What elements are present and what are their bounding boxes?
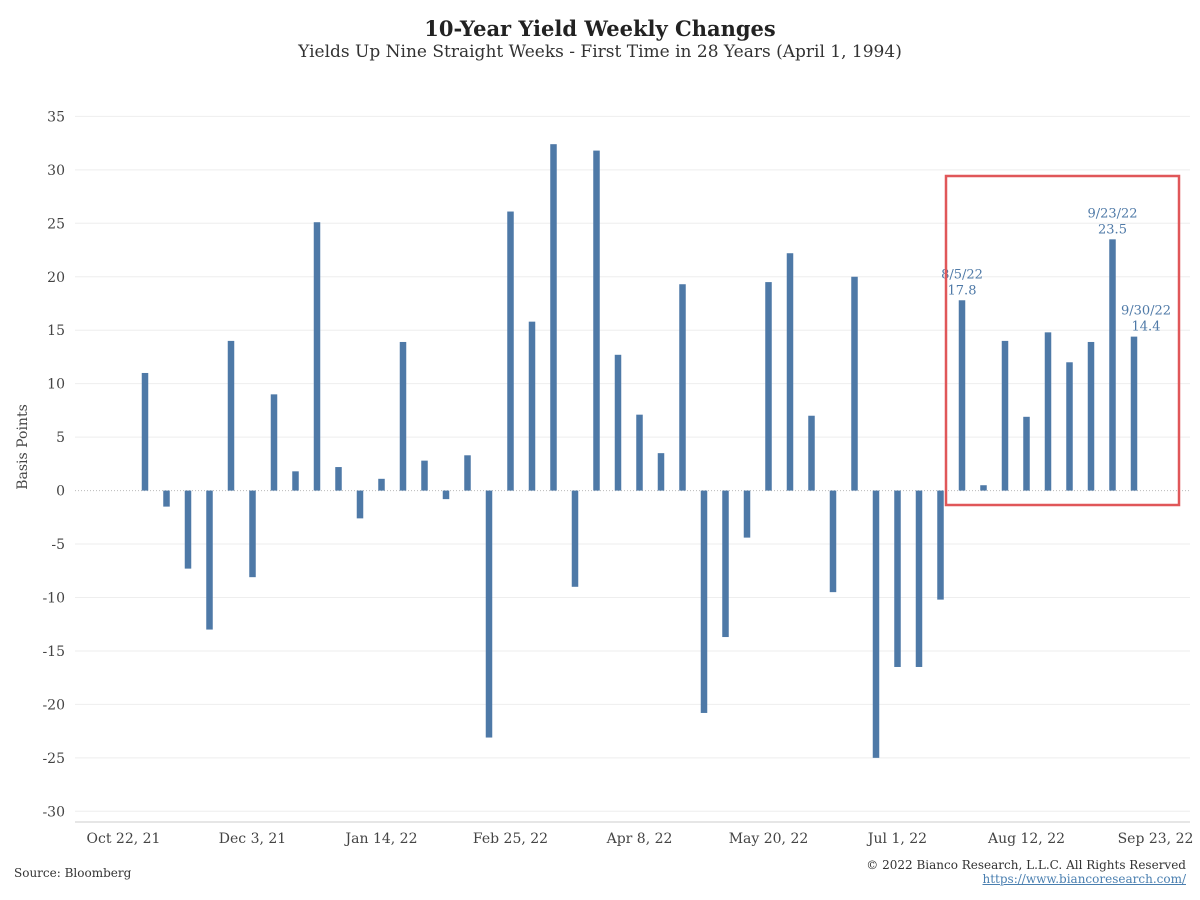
bar: [980, 485, 987, 491]
y-axis-label: Basis Points: [15, 404, 31, 490]
bar: [593, 150, 600, 491]
x-axis: Oct 22, 21 Dec 3, 21 Jan 14, 22 Feb 25, 22 A…: [75, 821, 1194, 847]
bar: [227, 340, 235, 491]
bar: [335, 467, 342, 491]
bar: [442, 490, 450, 500]
bar: [141, 372, 149, 491]
annotation-value: 17.8: [948, 283, 977, 298]
highlight-box: [944, 174, 1181, 507]
bar: [657, 453, 665, 491]
bar: [722, 490, 729, 638]
bar: [378, 478, 385, 491]
annotation-date: 9/23/22: [1087, 206, 1137, 221]
annotation-value: 23.5: [1098, 222, 1127, 237]
bar: [679, 284, 686, 491]
bar: [1044, 332, 1052, 491]
bar: [399, 341, 407, 491]
y-tick-label: 25: [47, 216, 65, 232]
source-note: Source: Bloomberg: [14, 866, 132, 880]
bar: [958, 300, 966, 491]
bar: [485, 490, 493, 738]
bar: [1109, 239, 1116, 491]
bar: [313, 222, 321, 491]
bar: [743, 490, 751, 538]
y-tick-label: 15: [47, 323, 65, 339]
bar: [636, 414, 643, 491]
bar: [184, 490, 192, 569]
bar: [937, 490, 944, 600]
bar: [292, 471, 299, 491]
bar: [528, 321, 536, 491]
x-tick-label: Oct 22, 21: [87, 831, 161, 847]
annotation-date: 8/5/22: [941, 267, 983, 282]
y-tick-label: -5: [51, 537, 65, 553]
bar: [1066, 362, 1073, 491]
bar: [872, 490, 880, 758]
y-tick-label: -15: [42, 644, 65, 660]
bar: [270, 394, 278, 491]
gridlines: [75, 115, 1190, 812]
x-tick-label: Jan 14, 22: [344, 831, 418, 847]
bar: [1023, 416, 1030, 491]
bar: [851, 276, 858, 491]
bar: [808, 415, 815, 491]
y-tick-label: 35: [47, 109, 65, 125]
bar: [894, 490, 901, 667]
y-tick-label: -30: [42, 804, 65, 820]
annotation-date: 9/30/22: [1121, 304, 1171, 319]
chart-title: 10-Year Yield Weekly Changes: [424, 16, 776, 41]
bar: [786, 253, 794, 491]
bar: [1087, 341, 1095, 491]
y-tick-label: 20: [47, 270, 65, 286]
annotation-value: 14.4: [1132, 320, 1161, 335]
bar: [829, 490, 837, 593]
bar: [356, 490, 364, 519]
y-tick-label: 0: [56, 484, 65, 500]
bars: [141, 144, 1138, 758]
y-tick-label: 5: [56, 430, 65, 446]
bar: [700, 490, 708, 713]
bar: [249, 490, 256, 578]
y-tick-label: -20: [42, 697, 65, 713]
y-tick-label: 30: [47, 163, 65, 179]
x-tick-label: Jul 1, 22: [866, 831, 927, 847]
x-tick-label: Dec 3, 21: [219, 831, 286, 847]
bar: [614, 354, 622, 491]
bar: [163, 490, 170, 507]
website-link[interactable]: https://www.biancoresearch.com/: [982, 872, 1186, 886]
bar: [765, 282, 772, 491]
y-axis: 35 30 25 20 15 10 5 0 -5 -10 -15 -20 -25 -30: [42, 109, 65, 820]
y-tick-label: -25: [42, 751, 65, 767]
bar: [206, 490, 213, 630]
bar: [1130, 336, 1138, 491]
x-tick-label: Aug 12, 22: [987, 831, 1065, 847]
bar: [915, 490, 923, 667]
copyright-note: © 2022 Bianco Research, L.L.C. All Right…: [866, 858, 1186, 872]
bar: [421, 460, 428, 491]
y-tick-label: 10: [47, 377, 65, 393]
x-tick-label: Feb 25, 22: [473, 831, 548, 847]
x-tick-label: May 20, 22: [729, 831, 809, 847]
bar: [464, 455, 471, 491]
chart-subtitle: Yields Up Nine Straight Weeks - First Ti…: [298, 42, 902, 62]
bar: [1001, 340, 1009, 491]
bar: [571, 490, 579, 587]
bar: [507, 211, 514, 491]
x-tick-label: Sep 23, 22: [1118, 831, 1194, 847]
y-tick-label: -10: [42, 590, 65, 606]
bar: [550, 144, 557, 491]
x-tick-label: Apr 8, 22: [606, 831, 673, 847]
